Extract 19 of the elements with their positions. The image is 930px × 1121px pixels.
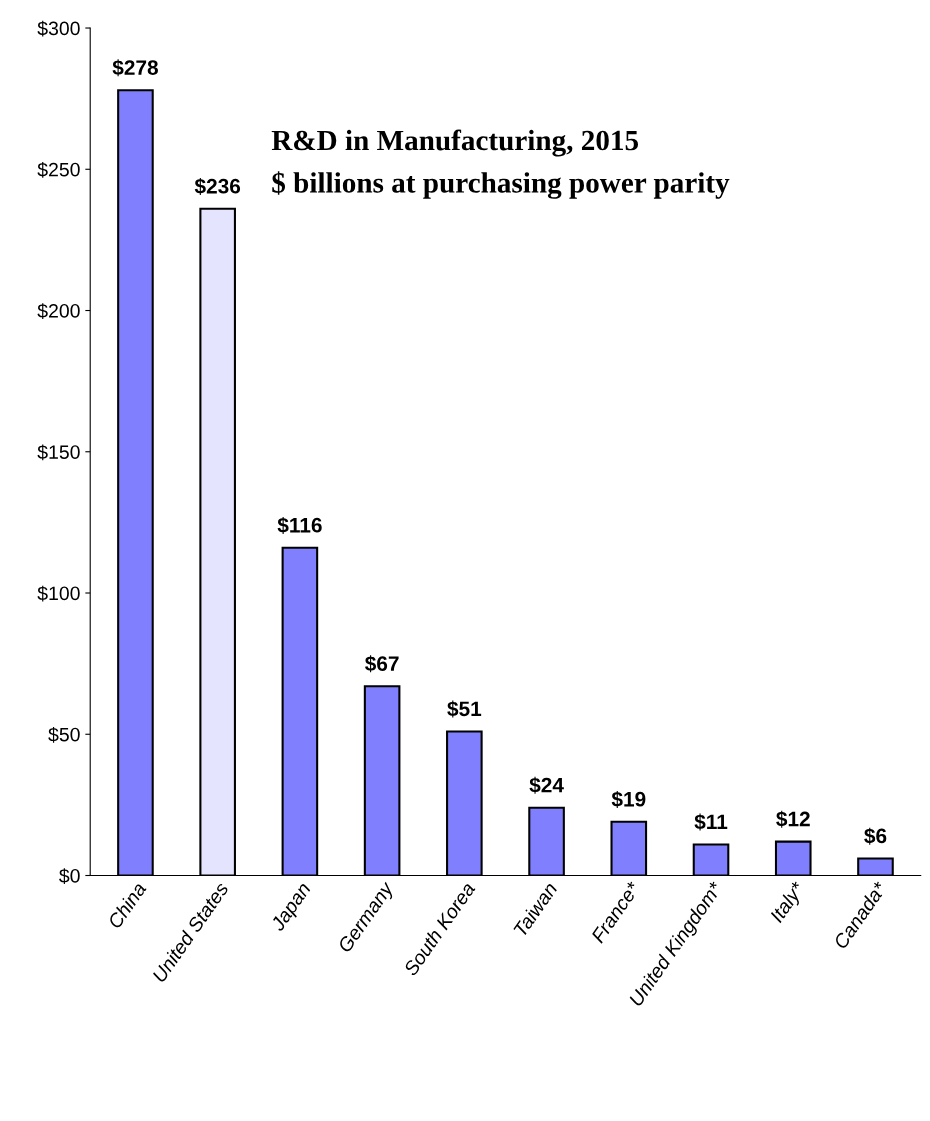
data-label: $19 — [611, 790, 646, 808]
y-tick-label: $150 — [37, 444, 80, 461]
text: R&D in Manufacturing, 2015 — [271, 129, 639, 157]
data-label: $278 — [112, 59, 158, 77]
data-label: $51 — [447, 700, 482, 718]
y-tick-label: $0 — [59, 868, 80, 884]
text: $ billions at purchasing power parity — [272, 171, 730, 199]
data-label: $12 — [776, 810, 810, 828]
data-label: $236 — [194, 177, 241, 195]
data-label: $67 — [365, 655, 399, 673]
data-label: $11 — [694, 813, 728, 831]
y-tick-label: $200 — [37, 303, 80, 319]
y-tick-label: $250 — [37, 161, 80, 178]
y-tick-label: $300 — [37, 20, 80, 37]
data-label: $6 — [864, 827, 887, 845]
data-label: $116 — [277, 516, 322, 534]
y-tick-label: $50 — [48, 726, 80, 743]
y-tick-label: $100 — [37, 585, 80, 602]
data-label: $24 — [529, 776, 564, 794]
